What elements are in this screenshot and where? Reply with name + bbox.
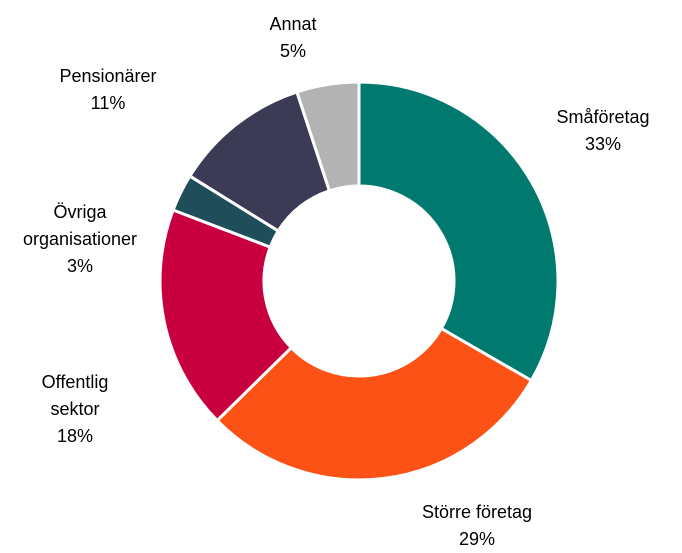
- slice-label: Småföretag 33%: [538, 104, 668, 158]
- value-label: 29%: [458, 529, 496, 549]
- value-label: 11%: [90, 93, 126, 113]
- value-label: 33%: [584, 134, 622, 154]
- donut-slice: [295, 80, 361, 193]
- value-label: 5%: [279, 41, 306, 61]
- slice-label: Annat 5%: [253, 11, 333, 65]
- slice-label: Offentlig sektor 18%: [25, 369, 125, 450]
- value-label: 18%: [56, 426, 94, 446]
- category-label: Övriga organisationer: [22, 202, 138, 249]
- donut-slice: [357, 80, 560, 383]
- donut-slice: [215, 326, 534, 482]
- slice-label: Övriga organisationer 3%: [0, 199, 165, 280]
- value-label: 3%: [66, 256, 93, 276]
- category-label: Offentlig sektor: [41, 372, 109, 419]
- slice-label: Större företag 29%: [392, 499, 562, 553]
- slice-label: Pensionärer 11%: [48, 63, 168, 117]
- category-label: Annat: [269, 14, 317, 34]
- category-label: Småföretag: [556, 107, 650, 127]
- category-label: Pensionärer: [59, 66, 157, 86]
- donut-slice: [158, 208, 294, 423]
- category-label: Större företag: [421, 502, 533, 522]
